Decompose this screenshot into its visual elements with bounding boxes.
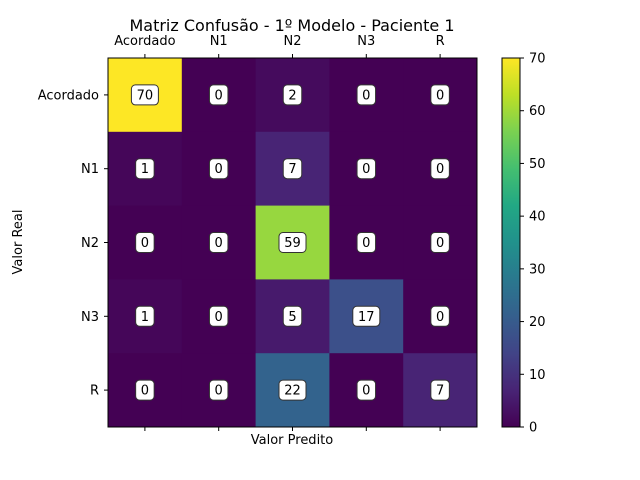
cell-value-label: 0: [215, 162, 223, 177]
cell-value-label: 0: [362, 236, 370, 251]
x-tick-label: N2: [284, 34, 302, 49]
y-tick-label: Acordado: [38, 88, 99, 103]
x-tick-label: N3: [357, 34, 375, 49]
cell-value-label: 1: [141, 310, 149, 325]
cell-value-label: 0: [362, 88, 370, 103]
colorbar-tick-label: 60: [529, 104, 546, 119]
cell-label-box: [430, 158, 450, 180]
cell-value-label: 0: [436, 88, 444, 103]
chart-title: Matriz Confusão - 1º Modelo - Paciente 1: [129, 16, 454, 35]
cell-value-label: 0: [141, 384, 149, 399]
cell-label-box: [208, 305, 229, 327]
colorbar-ticks: 0 10 20 30 40 50 60 70: [520, 52, 546, 436]
cell-value-label: 5: [288, 310, 296, 325]
colorbar-tick-label: 70: [529, 52, 546, 67]
cell-label-box: [208, 379, 229, 401]
colorbar-tick-label: 20: [529, 315, 546, 330]
cell-value-label: 0: [362, 162, 370, 177]
cell-value-label: 17: [358, 310, 375, 325]
cell-value-label: 0: [141, 236, 149, 251]
cell-label-box: [356, 379, 377, 401]
y-tick-label: N1: [81, 162, 99, 177]
x-axis-label: Valor Predito: [251, 433, 334, 448]
cell-value-label: 0: [215, 310, 223, 325]
x-tick-label: N1: [210, 34, 228, 49]
cell-label-box: [278, 232, 307, 253]
cell-label-box: [208, 232, 229, 253]
colorbar-tick-label: 30: [529, 262, 546, 277]
cell-value-label: 0: [362, 384, 370, 399]
y-axis-label: Valor Real: [11, 210, 26, 275]
cell-label-box: [278, 379, 307, 401]
cell-label-box: [282, 305, 303, 327]
cell-value-label: 2: [288, 88, 296, 103]
cell-value-label: 0: [436, 310, 444, 325]
x-tick-label: R: [436, 34, 445, 49]
cell-label-box: [282, 158, 303, 180]
cell-label-box: [352, 305, 381, 327]
heatmap-cell-labels: 70 0 2 0 01 0 7 0 00 0 59 0 01 0 5 17 00 0 22 0 7: [130, 84, 450, 401]
cell-label-box: [130, 84, 159, 106]
cell-label-box: [135, 232, 155, 253]
cell-value-label: 59: [284, 236, 301, 251]
heatmap-cells: [108, 58, 478, 428]
cell-label-box: [430, 305, 450, 327]
cell-label-box: [430, 232, 450, 253]
y-tick-label: N2: [81, 236, 99, 251]
colorbar-tick-label: 10: [529, 368, 546, 383]
x-tick-label: Acordado: [114, 34, 175, 49]
cell-value-label: 0: [215, 384, 223, 399]
cell-label-box: [356, 232, 377, 253]
cell-value-label: 1: [141, 162, 149, 177]
cell-label-box: [356, 84, 377, 106]
colorbar-tick-label: 40: [529, 210, 546, 225]
cell-value-label: 0: [436, 162, 444, 177]
y-tick-label: R: [90, 384, 99, 399]
cell-value-label: 0: [215, 88, 223, 103]
cell-label-box: [135, 158, 155, 180]
colorbar-tick-label: 50: [529, 157, 546, 172]
cell-value-label: 22: [284, 384, 301, 399]
colorbar: [501, 57, 521, 428]
cell-label-box: [282, 84, 303, 106]
y-tick-label: N3: [81, 310, 99, 325]
cell-value-label: 70: [137, 88, 154, 103]
y-axis-ticks: Acordado N1 N2 N3 R: [38, 88, 108, 399]
cell-value-label: 7: [288, 162, 296, 177]
cell-value-label: 7: [436, 384, 444, 399]
cell-label-box: [430, 84, 450, 106]
cell-value-label: 0: [215, 236, 223, 251]
colorbar-tick-label: 0: [529, 421, 537, 436]
cell-label-box: [208, 158, 229, 180]
cell-label-box: [135, 305, 155, 327]
cell-label-box: [208, 84, 229, 106]
cell-value-label: 0: [436, 236, 444, 251]
cell-label-box: [135, 379, 155, 401]
x-axis-ticks: Acordado N1 N2 N3 R: [114, 34, 445, 431]
cell-label-box: [356, 158, 377, 180]
cell-label-box: [430, 379, 450, 401]
